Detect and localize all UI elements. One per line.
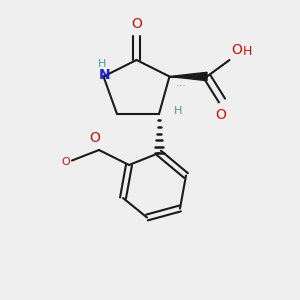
Text: O: O: [215, 108, 226, 122]
Text: H: H: [98, 59, 106, 69]
Text: O: O: [231, 43, 242, 57]
Text: N: N: [99, 68, 111, 82]
Text: H: H: [173, 106, 182, 116]
Text: O: O: [131, 17, 142, 32]
Text: O: O: [89, 130, 100, 145]
Text: O: O: [62, 157, 70, 167]
Text: ···: ···: [176, 81, 186, 91]
Polygon shape: [169, 72, 207, 81]
Text: H: H: [243, 46, 252, 59]
